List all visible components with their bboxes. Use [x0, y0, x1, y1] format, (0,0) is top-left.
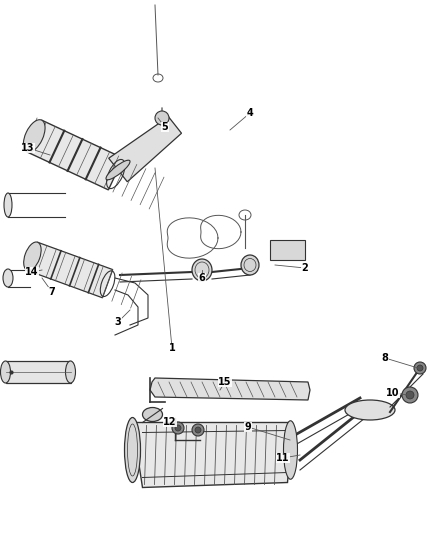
Circle shape — [175, 425, 181, 431]
Text: 11: 11 — [276, 453, 290, 463]
Ellipse shape — [283, 421, 297, 479]
Text: 5: 5 — [162, 122, 168, 132]
Ellipse shape — [24, 242, 41, 271]
Circle shape — [192, 424, 204, 436]
Text: 10: 10 — [386, 388, 400, 398]
Bar — [270, 240, 305, 260]
Text: 2: 2 — [302, 263, 308, 273]
Text: 9: 9 — [245, 422, 251, 432]
Text: 1: 1 — [169, 343, 175, 353]
Circle shape — [406, 391, 414, 399]
Circle shape — [172, 422, 184, 434]
Text: 12: 12 — [163, 417, 177, 427]
Text: 15: 15 — [218, 377, 232, 387]
Ellipse shape — [192, 259, 212, 281]
Polygon shape — [109, 117, 181, 182]
Text: 14: 14 — [25, 267, 39, 277]
Ellipse shape — [345, 400, 395, 420]
Ellipse shape — [0, 361, 11, 383]
Ellipse shape — [23, 120, 45, 152]
Ellipse shape — [66, 361, 75, 383]
Polygon shape — [133, 423, 293, 488]
Ellipse shape — [106, 160, 130, 180]
Bar — [6, 361, 71, 383]
Circle shape — [195, 427, 201, 433]
Polygon shape — [27, 242, 113, 298]
Circle shape — [417, 365, 423, 371]
Text: 6: 6 — [198, 273, 205, 283]
Polygon shape — [150, 378, 310, 400]
Text: 4: 4 — [247, 108, 253, 118]
Circle shape — [402, 387, 418, 403]
Ellipse shape — [124, 417, 141, 482]
Ellipse shape — [241, 255, 259, 275]
Circle shape — [414, 362, 426, 374]
Text: 8: 8 — [381, 353, 389, 363]
Text: 3: 3 — [115, 317, 121, 327]
Polygon shape — [27, 120, 123, 190]
Ellipse shape — [4, 193, 12, 217]
Ellipse shape — [142, 408, 162, 422]
Ellipse shape — [155, 111, 169, 125]
Text: 13: 13 — [21, 143, 35, 153]
Text: 7: 7 — [49, 287, 55, 297]
Ellipse shape — [3, 269, 13, 287]
